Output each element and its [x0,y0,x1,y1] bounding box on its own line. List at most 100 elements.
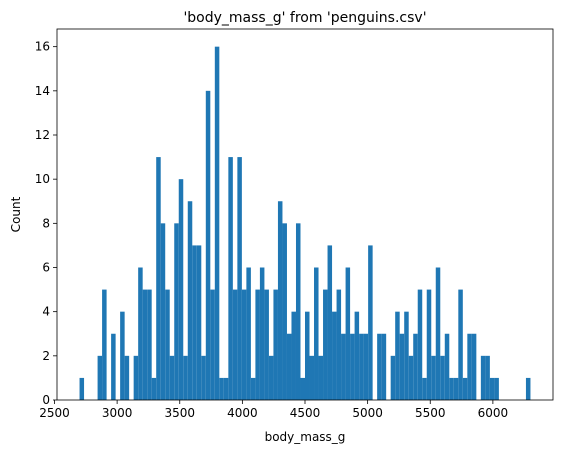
y-tick-label: 2 [42,349,50,363]
histogram-bar [232,289,238,400]
y-tick-label: 6 [42,261,50,275]
histogram-bar [426,289,432,400]
histogram-bar [525,377,531,400]
histogram-bar [282,223,287,400]
histogram-bar [395,311,400,400]
histogram-bar [219,377,224,400]
histogram-bar [79,377,85,400]
plot-area: 2500 3000 3500 4000 4500 5000 5500 6000 0 2 4 6 8 10… [35,28,554,420]
histogram-bar [435,267,441,400]
histogram-bar [399,333,405,400]
y-tick-label: 14 [35,84,50,98]
histogram-bar [156,157,161,400]
histogram-bar [332,311,337,400]
histogram-bar [408,355,414,400]
y-tick-label: 16 [35,40,50,54]
histogram-bar [422,377,427,400]
histogram-bar [368,245,373,400]
histogram-bar [183,355,188,400]
histogram-bar [417,289,423,400]
histogram-bar [223,377,229,400]
histogram-bar [309,355,315,400]
y-tick-label: 10 [35,172,50,186]
histogram-bar [246,267,251,400]
histogram-bar [268,355,274,400]
x-tick-label: 5500 [415,406,446,420]
histogram-bar [449,377,454,400]
histogram-bar [228,157,233,400]
histogram-bar [341,333,346,400]
histogram-bar [354,311,360,400]
y-tick-label: 4 [42,305,50,319]
histogram-bar [291,311,296,400]
histogram-bar [345,267,351,400]
histogram-bar [138,267,143,400]
histogram-bar [453,377,459,400]
histogram-bar [467,333,472,400]
histogram-bar [300,377,305,400]
y-tick-label: 12 [35,128,50,142]
histogram-bar [196,245,202,400]
x-axis-ticks: 2500 3000 3500 4000 4500 5000 5500 6000 [39,400,508,420]
histogram-bar [97,355,103,400]
histogram-bar [255,289,260,400]
histogram-bar [205,90,211,400]
histogram-bar [314,267,319,400]
histogram-bar [133,355,139,400]
histogram-bar [440,355,445,400]
x-axis-label: body_mass_g [265,430,346,444]
histogram-bar [363,333,369,400]
histogram-bar [458,289,463,400]
histogram-bar [327,245,333,400]
histogram-bar [323,289,328,400]
histogram-bars [79,46,531,401]
histogram-bar [142,289,148,400]
histogram-bar [120,311,125,400]
y-tick-label: 8 [42,216,50,230]
histogram-bar [305,311,310,400]
histogram-bar [413,333,418,400]
histogram-bar [250,377,256,400]
histogram-bar [192,245,197,400]
x-tick-label: 3000 [102,406,133,420]
histogram-bar [178,179,184,400]
y-tick-label: 0 [42,393,50,407]
histogram-bar [160,223,166,400]
histogram-bar [431,355,436,400]
histogram-bar [286,333,292,400]
histogram-bar [350,333,355,400]
x-tick-label: 4500 [290,406,321,420]
x-tick-label: 4000 [227,406,258,420]
histogram-bar [174,223,179,400]
histogram-bar [404,311,409,400]
x-tick-label: 6000 [478,406,509,420]
plot-frame [56,28,554,401]
y-axis-ticks: 0 2 4 6 8 10 12 14 16 [35,40,57,407]
histogram-bar [494,377,499,400]
histogram-bar [485,355,490,400]
histogram-bar [381,333,387,400]
histogram-bar [147,289,152,400]
x-tick-label: 3500 [164,406,195,420]
x-tick-label: 5000 [352,406,383,420]
histogram-bar [277,201,283,400]
histogram-bar [187,201,193,400]
histogram-bar [237,157,242,400]
histogram-bar [273,289,278,400]
histogram-bar [151,377,157,400]
histogram-bar [318,355,324,400]
histogram-bar [124,355,130,400]
histogram-bar [241,289,247,400]
chart-title: 'body_mass_g' from 'penguins.csv' [183,10,426,26]
histogram-bar [471,333,477,400]
histogram-bar [377,333,382,400]
histogram-bar [462,377,468,400]
histogram-bar [259,267,265,400]
histogram-bar [336,289,342,400]
histogram-bar [390,355,396,400]
histogram-bar [444,333,450,400]
y-axis-label: Count [9,196,23,232]
histogram-bar [489,377,495,400]
histogram-bar [480,355,486,400]
